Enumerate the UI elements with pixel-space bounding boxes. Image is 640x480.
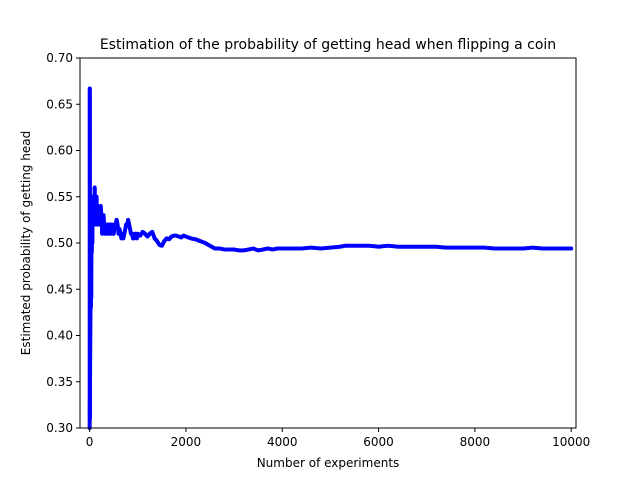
y-tick-label: 0.45: [46, 282, 73, 296]
y-tick-label: 0.65: [46, 97, 73, 111]
y-tick-label: 0.30: [46, 421, 73, 435]
chart-title: Estimation of the probability of getting…: [100, 37, 556, 53]
y-tick-label: 0.50: [46, 236, 73, 250]
x-tick-label: 0: [86, 435, 94, 449]
data-points: [87, 86, 574, 430]
x-tick-label: 8000: [460, 435, 491, 449]
y-tick-label: 0.35: [46, 375, 73, 389]
y-tick-label: 0.40: [46, 329, 73, 343]
x-tick-label: 10000: [552, 435, 590, 449]
y-tick-label: 0.70: [46, 51, 73, 65]
x-tick-label: 4000: [267, 435, 298, 449]
y-axis-label: Estimated probability of getting head: [19, 131, 33, 355]
data-point: [569, 246, 574, 251]
x-axis-label: Number of experiments: [257, 456, 400, 470]
y-axis: 0.30 0.35 0.40 0.45 0.50 0.55 0.60 0.65 0.70: [46, 51, 80, 435]
x-tick-label: 6000: [363, 435, 394, 449]
x-tick-label: 2000: [171, 435, 202, 449]
x-axis: 0 2000 4000 6000 8000 10000: [86, 428, 590, 449]
y-tick-label: 0.55: [46, 190, 73, 204]
y-tick-label: 0.60: [46, 144, 73, 158]
